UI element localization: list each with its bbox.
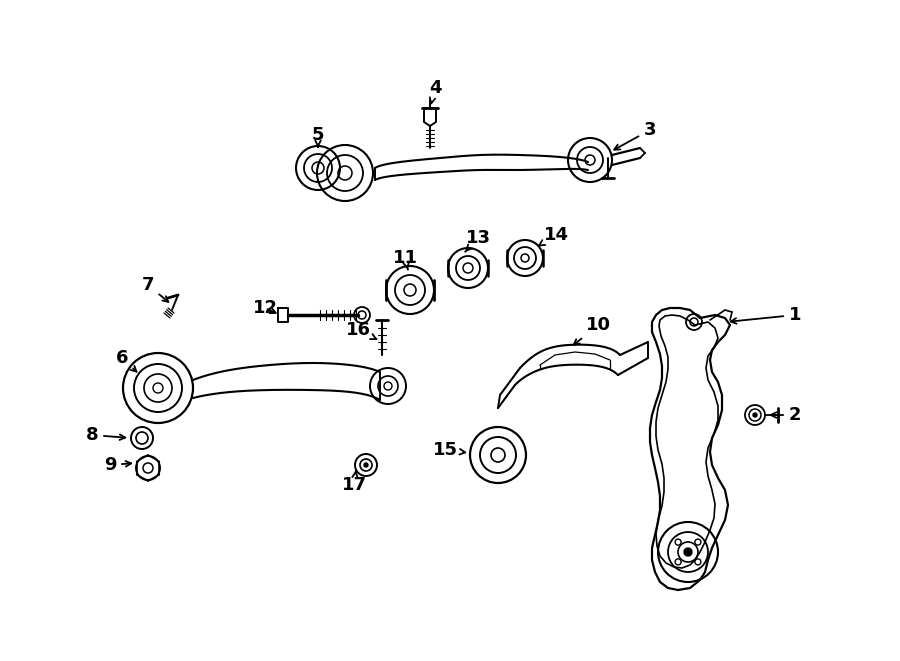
Text: 3: 3: [614, 121, 656, 149]
Text: 10: 10: [573, 316, 610, 345]
Text: 8: 8: [86, 426, 125, 444]
Text: 16: 16: [346, 321, 376, 339]
Circle shape: [753, 413, 757, 417]
Text: 14: 14: [538, 226, 569, 246]
Text: 2: 2: [770, 406, 801, 424]
Text: 17: 17: [341, 471, 366, 494]
Text: 4: 4: [428, 79, 441, 104]
Text: 7: 7: [142, 276, 168, 302]
Text: 6: 6: [116, 349, 137, 371]
Circle shape: [364, 463, 368, 467]
Text: 1: 1: [731, 306, 801, 324]
Text: 15: 15: [433, 441, 465, 459]
Text: 5: 5: [311, 126, 324, 147]
Text: 11: 11: [392, 249, 418, 270]
Circle shape: [684, 548, 692, 556]
Text: 13: 13: [465, 229, 491, 252]
Text: 12: 12: [253, 299, 277, 317]
Text: 9: 9: [104, 456, 131, 474]
